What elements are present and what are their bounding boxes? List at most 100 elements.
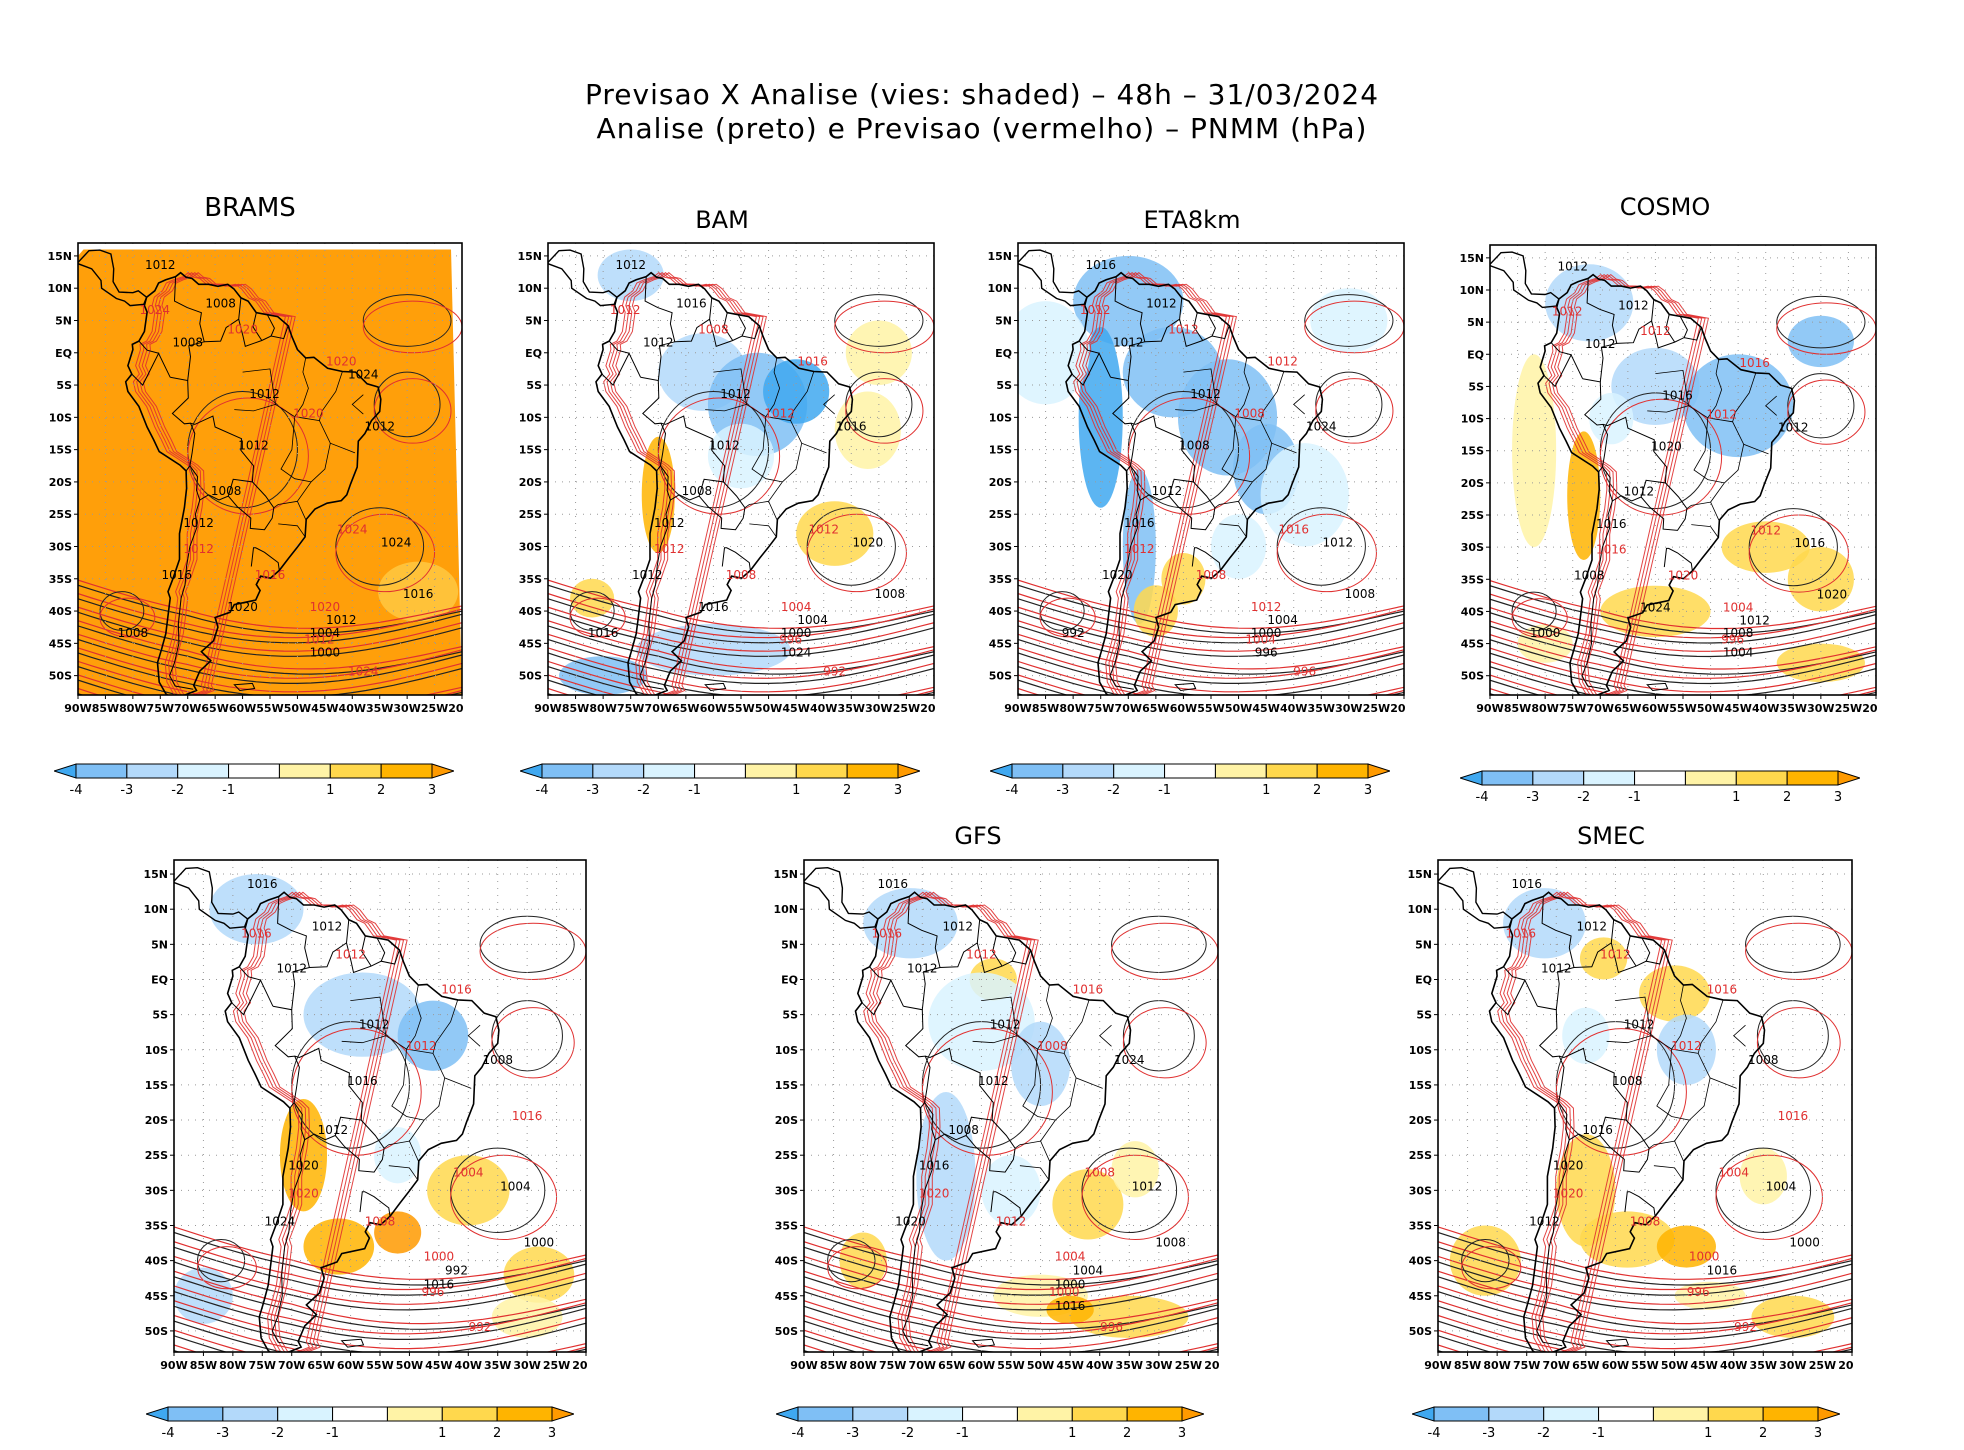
forecast-isobar [1438, 1300, 1852, 1350]
lon-tick-label: 75W [1513, 1359, 1540, 1372]
lat-tick-label: EQ [1467, 348, 1484, 361]
colorbar-tick-label: -4 [536, 783, 549, 798]
lat-tick-label: 15N [1407, 868, 1432, 881]
colorbar-swatch [1062, 763, 1115, 779]
bias-blob [796, 501, 874, 566]
colorbar-tick-label: 2 [1313, 783, 1321, 798]
state-border [1727, 1084, 1737, 1089]
isobar-label-forecast: 1020 [1553, 1186, 1584, 1200]
lon-tick-label: 90W [1476, 702, 1503, 715]
country-border [1207, 314, 1216, 337]
isobar-label-forecast: 1008 [1084, 1165, 1115, 1179]
isobar-label-forecast: 1012 [183, 542, 214, 556]
colorbar-swatch [277, 1406, 334, 1422]
state-border [1671, 985, 1687, 1050]
isobar-label-forecast: 1000 [1689, 1250, 1720, 1264]
lon-tick-label: 55W [1197, 702, 1224, 715]
lat-tick-label: 35S [1409, 1219, 1432, 1232]
lat-tick-label: 50S [145, 1325, 168, 1338]
colorbar-swatch [797, 1406, 854, 1422]
colorbar-swatch [1532, 770, 1585, 786]
country-border [1641, 937, 1651, 962]
isobar-label-forecast: 1008 [1234, 406, 1265, 420]
lon-tick-label: 50W [1697, 702, 1724, 715]
forecast-isobar [1461, 1246, 1522, 1290]
lat-tick-label: 5N [525, 314, 542, 327]
colorbar-tick-label: -1 [222, 783, 235, 798]
isobar-label-analysis: 1016 [877, 877, 908, 891]
isobar-label-forecast: 992 [823, 665, 846, 679]
isobar-label-forecast: 996 [1721, 633, 1744, 647]
state-border [1221, 416, 1253, 483]
state-border [383, 1140, 410, 1149]
lat-tick-label: 40S [1461, 605, 1484, 618]
country-border [1679, 316, 1688, 338]
state-border [1732, 372, 1757, 422]
colorbar-tick-label: -1 [326, 1426, 339, 1441]
colorbar-swatch [222, 1406, 279, 1422]
isobar-label-analysis: 1000 [781, 626, 812, 640]
falklands-coast [1605, 1338, 1630, 1348]
lon-tick-label: 25W [893, 702, 920, 715]
colorbar-swatch [643, 763, 696, 779]
forecast-isobar [1599, 398, 1723, 516]
lat-tick-label: 35S [989, 573, 1012, 586]
analysis-isobar [845, 371, 913, 438]
country-border [227, 481, 275, 531]
lat-tick-label: 30S [519, 540, 542, 553]
isobar-label-analysis: 1012 [1113, 335, 1144, 349]
lat-tick-label: EQ [151, 973, 168, 986]
isobar-label-analysis: 1012 [1541, 961, 1572, 975]
country-border [1495, 979, 1538, 1016]
isobar-label-analysis: 1016 [1662, 388, 1693, 402]
colorbar-swatch [177, 763, 230, 779]
analysis-isobar [1304, 294, 1394, 347]
isobar-label-forecast: 1004 [1723, 600, 1754, 614]
isobar-label-forecast: 1004 [1718, 1165, 1749, 1179]
forecast-isobar [1127, 397, 1251, 515]
map-svg-smec: 1016 1012 1012 1012 1008 1016 1020 1012 1008 1004… [1407, 859, 1854, 1372]
colorbar-tick-label: -1 [1592, 1426, 1605, 1441]
state-border [1697, 999, 1724, 1054]
isobar-label-analysis: 1012 [709, 439, 740, 453]
colorbar-swatch [1214, 763, 1267, 779]
country-border [1536, 1139, 1570, 1347]
lon-tick-label: 35W [838, 702, 865, 715]
lon-tick-label: 20W [1204, 1359, 1220, 1372]
country-border [924, 1047, 994, 1141]
bias-blob [916, 1091, 976, 1261]
lon-tick-label: 20W [1862, 702, 1878, 715]
colorbar-swatch [907, 1406, 964, 1422]
isobar-label-analysis: 1000 [1251, 626, 1282, 640]
isobar-label-analysis: 1004 [1766, 1179, 1797, 1193]
colorbar-svg: -4-3-2-11234 [1460, 770, 1860, 805]
isobar-label-analysis: 1008 [205, 297, 236, 311]
lat-tick-label: 15S [1461, 445, 1484, 458]
bias-blob [1512, 354, 1557, 548]
analysis-isobar [174, 1291, 586, 1340]
lon-tick-label: 80W [119, 702, 146, 715]
lon-tick-label: 55W [256, 702, 283, 715]
isobar-label-forecast: 1012 [335, 947, 366, 961]
colorbar-svg: -4-3-2-11234 [776, 1406, 1204, 1441]
central-america-coastline [1490, 251, 1560, 309]
bias-blob [1579, 1211, 1675, 1268]
country-border [170, 376, 196, 472]
lon-tick-label: 70W [278, 1359, 305, 1372]
map-panel-brams: 1012 1008 1008 1012 1012 1008 1012 1016 1012 1024… [38, 242, 464, 720]
state-border [1016, 1035, 1094, 1086]
analysis-isobar [1315, 371, 1383, 438]
lon-tick-label: 45W [1252, 702, 1279, 715]
state-border [1040, 1077, 1077, 1161]
lat-tick-label: 10S [145, 1044, 168, 1057]
isobar-label-analysis: 1012 [990, 1018, 1021, 1032]
lat-tick-label: 10N [987, 282, 1012, 295]
isobar-label-forecast: 1012 [1600, 947, 1631, 961]
colorbar-svg: -4-3-2-11234 [1412, 1406, 1840, 1441]
state-border [1216, 404, 1289, 450]
isobar-label-analysis: 992 [445, 1264, 468, 1278]
lon-tick-label: 65W [672, 702, 699, 715]
colorbar-tick-label: 2 [1783, 790, 1791, 805]
country-border [1078, 340, 1100, 354]
colorbar-swatch [1481, 770, 1534, 786]
